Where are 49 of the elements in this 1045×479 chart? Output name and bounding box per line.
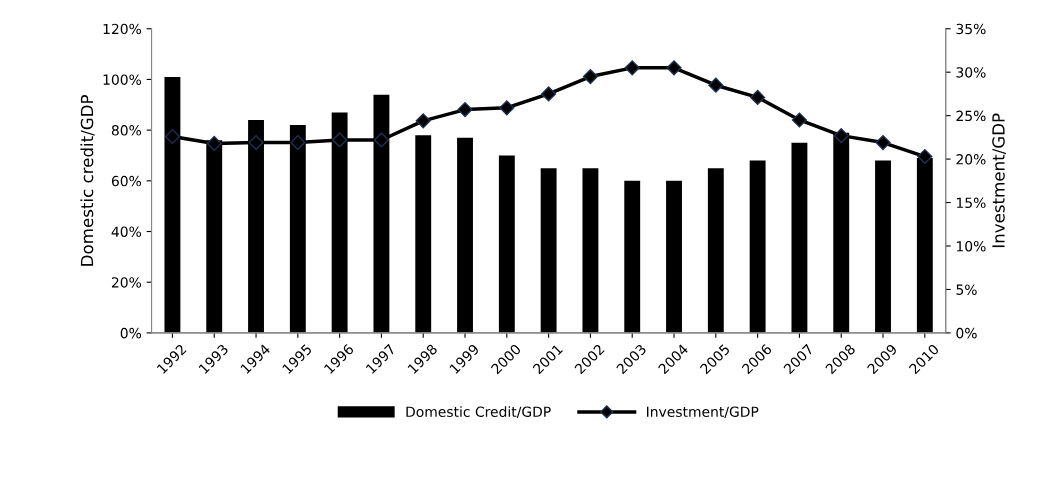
y2-tick-label: 10% [956,240,986,252]
point [457,101,473,118]
point [415,113,431,129]
point [750,89,766,105]
point [248,135,264,151]
bar [624,180,641,333]
point [541,86,557,102]
bar [666,180,682,333]
bar [707,168,724,333]
point [791,112,807,128]
y-tick-label: 100% [103,74,142,85]
y-tick-label: 0% [120,327,142,339]
y2-tick-label: 5% [956,284,977,295]
y2-tick-label: 35% [956,23,986,35]
point [833,128,849,144]
y2-tick-label: 30% [956,67,986,78]
point [666,60,682,76]
y2-tick-label: 20% [956,154,986,165]
y2-tick-label: 0% [956,327,977,339]
y2-axis-title: Investment/GDP [992,113,1007,248]
bar [498,155,515,333]
point [373,132,389,148]
bar [540,168,557,333]
point [332,132,348,148]
bar [415,135,432,333]
legend-label: Domestic Credit/GDP [406,406,551,419]
point [290,135,306,151]
point [582,68,598,85]
y-axis-title: Domestic credit/GDP [80,94,95,266]
y-tick-label: 60% [111,175,142,187]
point [164,128,180,145]
y2-tick-label: 15% [956,197,986,209]
y2-tick-label: 25% [956,110,986,122]
point [624,60,640,76]
bar [749,160,766,333]
bar [582,168,599,333]
y-tick-label: 120% [103,23,142,35]
point [499,100,515,116]
legend-label: Investment/GDP [647,406,759,419]
y-tick-label: 80% [111,125,142,136]
point [917,148,933,165]
bar [791,142,808,333]
point [875,135,891,151]
bar [875,160,891,333]
y-tick-label: 20% [111,277,142,288]
bar [457,137,473,333]
point [708,77,724,93]
point [206,135,222,152]
y-tick-label: 40% [111,226,142,237]
